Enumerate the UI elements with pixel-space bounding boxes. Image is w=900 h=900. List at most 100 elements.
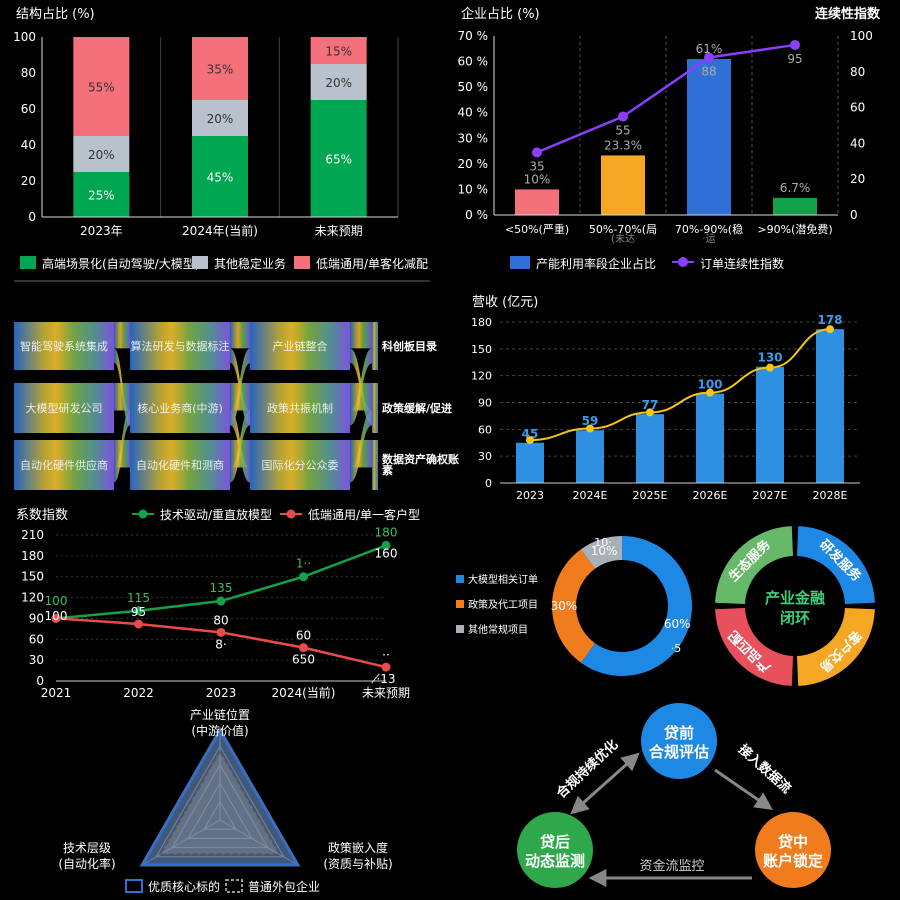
- c4-ytick-label: 120: [471, 370, 492, 383]
- c1-bar-segment: [73, 136, 130, 172]
- c2-xtick-label: 70%-90%(稳: [675, 222, 743, 236]
- structure-stacked-bar-chart: 结构占比 (%) 25% 20% 55% 45% 20% 35% 65% 20% 15% 0 20 4…: [13, 7, 430, 282]
- c9-node: [641, 703, 717, 779]
- c4-xtick-label: 2028E: [813, 489, 848, 502]
- c1-legend-swatch: [20, 256, 36, 269]
- c2-bar: [773, 197, 817, 215]
- c2-y2tick-label: 20: [850, 172, 865, 186]
- c1-ytick-label: 100: [13, 30, 36, 44]
- c2-bar-label: 61%: [696, 42, 723, 56]
- c2-legend-label: 订单连续性指数: [700, 256, 784, 271]
- c2-xtick-ghost: ·运: [702, 233, 715, 245]
- c8-axis-label: 政策嵌入度: [328, 840, 388, 855]
- c5-xtick-label: 2024(当前): [272, 685, 336, 700]
- c5-xtick-label: 未来预期: [362, 686, 410, 700]
- c3-target-label: 政策缓解/促进: [382, 401, 452, 415]
- c4-ytick-label: 150: [471, 343, 492, 356]
- c4-bar: [756, 366, 784, 483]
- c3-node: [130, 383, 230, 433]
- c5-series-point: [299, 572, 308, 582]
- c2-legend-swatch: [510, 256, 530, 269]
- c4-ytick-label: 90: [478, 397, 492, 410]
- c2-ytick-label: 70 %: [458, 29, 489, 43]
- c3-node: [130, 440, 230, 490]
- c1-ylabel: 结构占比 (%): [16, 7, 95, 22]
- c1-bar-segment: [310, 100, 367, 217]
- c3-flow-band: [230, 348, 250, 425]
- c1-data-label: 15%: [325, 45, 352, 59]
- c5-legend-label: 低端通用/单一客户型: [308, 507, 420, 522]
- c2-bar-label: 6.7%: [780, 181, 811, 195]
- c3-flow-band: [350, 348, 372, 426]
- c7-ring-segment: [796, 607, 875, 686]
- c1-xtick-label: 2024年(当前): [182, 223, 258, 238]
- c6-legend-swatch: [456, 600, 464, 608]
- c4-trend-point: [766, 363, 774, 372]
- c7-ring-segment: [715, 607, 794, 686]
- c4-trend-point: [526, 436, 534, 445]
- c2-xtick-label: >90%(潜免费): [757, 222, 832, 236]
- c4-xtick-label: 2024E: [573, 489, 608, 502]
- c9-edge-arrow: [714, 768, 773, 811]
- coefficient-line-chart: 系数指数 技术驱动/重直放模型 低端通用/单一客户型 100 115 135 1·· 180…: [16, 507, 420, 700]
- c1-legend-swatch: [294, 256, 310, 269]
- c5-ytick-label: 210: [21, 528, 44, 542]
- c4-bar: [516, 442, 544, 483]
- c5-ytick-label: 0: [36, 674, 44, 688]
- c2-y2tick-label: 0: [850, 208, 858, 222]
- c2-ytick-label: 40 %: [458, 106, 489, 120]
- c9-node-label: 账户锁定: [763, 852, 823, 870]
- c4-bar: [696, 393, 724, 483]
- c8-series-quality: [140, 728, 300, 866]
- c3-node: [250, 383, 350, 433]
- c2-index-label: 95: [787, 52, 802, 66]
- c2-bar: [687, 59, 731, 216]
- c3-flow-band: [350, 322, 372, 349]
- c3-node-label: 政策共振机制: [267, 401, 333, 415]
- c3-flow-band: [114, 410, 130, 483]
- c8-series-ordinary: [158, 749, 282, 856]
- c9-node-label: 合规评估: [648, 743, 709, 761]
- c5-series-point: [134, 619, 143, 629]
- c5-point-label: 95: [131, 605, 146, 619]
- c1-data-label: 45%: [207, 171, 234, 185]
- c1-data-label: 20%: [325, 76, 352, 90]
- c2-legend-marker: [678, 257, 688, 267]
- c2-index-line: [536, 43, 796, 154]
- c4-bar-label: 100: [697, 378, 722, 392]
- c5-series-point: [134, 606, 143, 616]
- c4-bar: [636, 414, 664, 483]
- c1-bar-segment: [310, 37, 367, 64]
- c4-title: 营收 (亿元): [472, 295, 538, 310]
- c4-ytick-label: 30: [478, 450, 492, 463]
- c1-ytick-label: 40: [21, 138, 36, 152]
- c3-flow-band: [230, 383, 250, 411]
- c6-legend-label: 政策及代工项目: [468, 598, 538, 611]
- c3-target-label: 数据资产确权账: [382, 452, 459, 466]
- c2-y2tick-label: 60: [850, 101, 865, 115]
- c2-index-label: 88: [701, 64, 716, 78]
- c6-donut-slice: [580, 536, 693, 677]
- c3-flow-band: [114, 322, 130, 349]
- c6-donut-slice: [552, 549, 595, 663]
- c8-legend-label: 优质核心标的: [148, 879, 220, 894]
- c3-flow-band: [350, 410, 372, 483]
- c5-series-point: [216, 596, 226, 606]
- c1-data-label: 65%: [325, 153, 352, 167]
- c3-node: [372, 440, 378, 490]
- c8-axis-label: (资质与补贴): [323, 857, 392, 871]
- c9-node: [517, 812, 593, 888]
- c2-index-label: 55: [615, 124, 630, 138]
- c3-node: [372, 383, 378, 433]
- positioning-radar-chart: 产业链位置(中游价值) 技术层级(自动化率) 政策嵌入度 (资质与补贴) 优质核心标的 普…: [58, 707, 392, 894]
- c4-bar-label: 45: [522, 427, 539, 441]
- c1-data-label: 20%: [88, 148, 115, 162]
- c1-data-label: 25%: [88, 189, 115, 203]
- c8-axis-label: (中游价值): [191, 723, 248, 738]
- c2-bar-label: 23.3%: [604, 138, 642, 152]
- c2-xtick-label: 50%-70%(局: [589, 223, 657, 236]
- c9-node: [755, 812, 831, 888]
- c1-data-label: 35%: [207, 63, 234, 77]
- c3-node-label: 国际化分公众委: [262, 458, 339, 472]
